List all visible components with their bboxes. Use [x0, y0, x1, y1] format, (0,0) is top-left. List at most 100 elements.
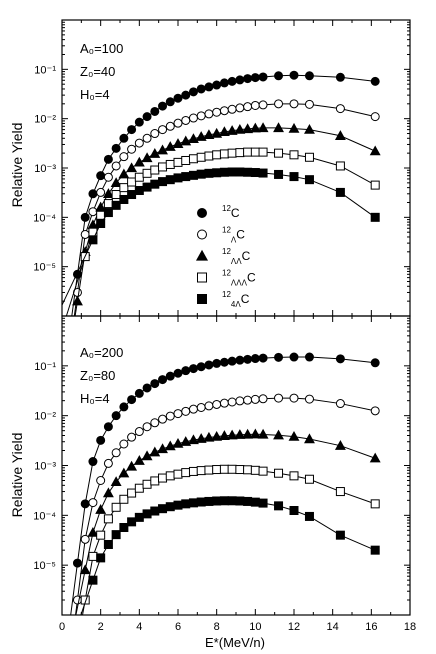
data-point [119, 522, 129, 532]
data-point [274, 468, 284, 478]
data-point [274, 99, 284, 109]
data-point [227, 397, 237, 407]
data-point [80, 595, 90, 605]
data-point [127, 395, 137, 405]
data-point [212, 496, 222, 506]
data-point [304, 152, 314, 162]
data-point [80, 499, 90, 509]
data-point [181, 366, 191, 376]
y-tick-label: 10⁻² [34, 411, 56, 423]
data-point [243, 496, 253, 506]
data-point [96, 435, 106, 445]
data-point [227, 104, 237, 114]
data-point [96, 530, 106, 540]
data-point [188, 498, 198, 508]
data-point [157, 443, 168, 454]
data-point [165, 411, 175, 421]
data-point [289, 471, 299, 481]
data-point [234, 429, 246, 439]
data-point [235, 103, 245, 113]
x-tick-label: 8 [214, 621, 220, 633]
data-point [334, 440, 346, 450]
data-point [235, 396, 245, 406]
data-point [335, 354, 345, 364]
data-point [188, 154, 198, 164]
data-point [218, 430, 230, 440]
data-point [141, 450, 153, 461]
data-point [96, 553, 106, 563]
series-1 [71, 70, 380, 316]
series-line [82, 468, 376, 615]
data-point [102, 188, 114, 198]
data-point [118, 168, 130, 179]
data-point [158, 177, 168, 187]
data-point [149, 148, 161, 158]
data-point [181, 499, 191, 509]
data-point [249, 122, 261, 133]
legend-marker [195, 249, 209, 261]
data-point [88, 457, 98, 467]
data-point [211, 430, 223, 441]
data-point [142, 112, 152, 122]
data-point [370, 212, 380, 222]
data-point [134, 512, 144, 522]
data-point [304, 123, 315, 134]
legend-item-2: 12ΛC [197, 226, 245, 245]
data-point [127, 190, 137, 200]
data-point [304, 99, 314, 109]
data-point [150, 129, 160, 139]
data-point [111, 143, 121, 153]
y-tick-label: 10⁻³ [34, 461, 56, 473]
data-point [150, 506, 160, 516]
data-point [188, 113, 198, 123]
data-point [227, 464, 237, 474]
data-point [250, 147, 260, 157]
data-point [88, 207, 98, 217]
data-point [258, 72, 268, 82]
y-tick-label: 10⁻³ [34, 163, 56, 175]
data-point [127, 432, 137, 442]
data-point [196, 402, 206, 412]
data-point [289, 99, 299, 109]
data-point [212, 150, 222, 160]
data-point [304, 71, 314, 81]
data-point [119, 183, 129, 193]
data-point [119, 133, 129, 143]
data-point [250, 100, 260, 110]
data-point [289, 150, 299, 160]
data-point [335, 104, 345, 114]
data-point [204, 82, 214, 92]
data-point [111, 200, 121, 210]
y-tick-label: 10⁻¹ [34, 64, 56, 76]
data-point [127, 177, 137, 187]
data-point [235, 75, 245, 85]
data-point [250, 465, 260, 475]
data-point [181, 155, 191, 165]
data-point [195, 433, 207, 443]
data-point [257, 428, 269, 439]
data-point [103, 458, 113, 468]
data-point [158, 375, 168, 385]
data-point [258, 168, 268, 178]
data-point [289, 506, 299, 516]
data-point [304, 511, 314, 521]
data-point [173, 409, 183, 419]
data-point [88, 235, 98, 245]
data-point [219, 106, 229, 116]
data-point [172, 437, 184, 448]
data-point [219, 398, 229, 408]
data-point [258, 147, 268, 157]
data-point [111, 530, 121, 540]
x-tick-label: 16 [365, 621, 377, 633]
data-point [288, 122, 300, 133]
legend-label: 124ΛC [222, 290, 250, 309]
data-point [96, 218, 106, 228]
data-point [188, 364, 198, 374]
data-point [258, 466, 268, 476]
legend-item-1: 12C [197, 204, 240, 220]
data-point [274, 71, 284, 81]
data-point [334, 130, 346, 140]
data-point [88, 575, 98, 585]
data-point [304, 175, 314, 185]
data-point [258, 100, 268, 110]
